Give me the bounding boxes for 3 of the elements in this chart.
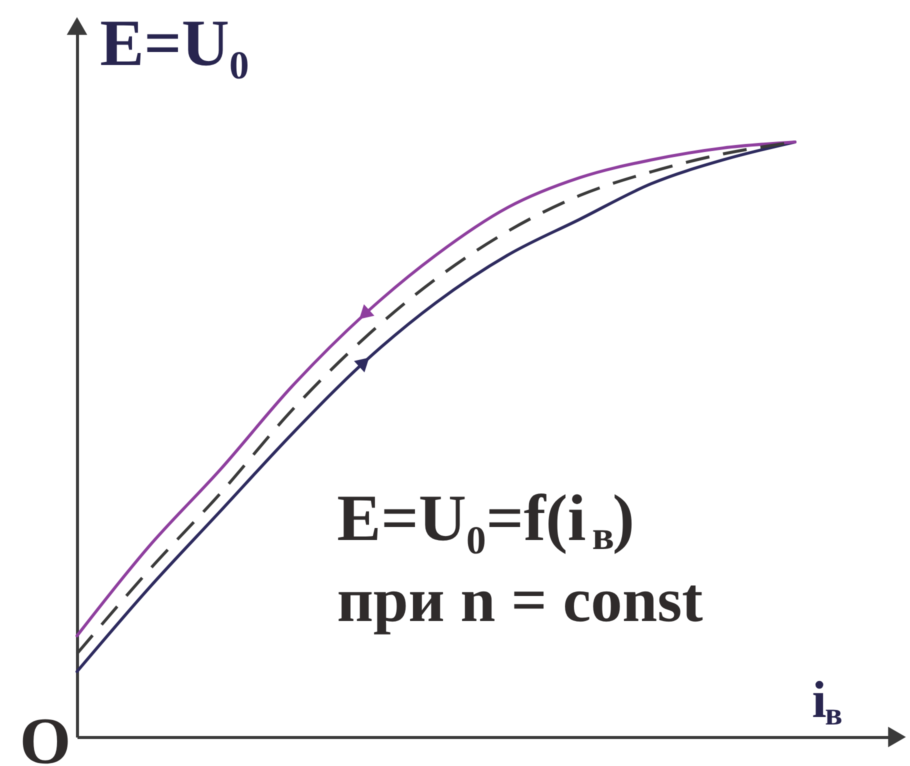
y-axis-title: E=U₀ [100, 7, 250, 80]
annotation: O [20, 705, 71, 766]
annotation: при n = const [337, 565, 703, 635]
